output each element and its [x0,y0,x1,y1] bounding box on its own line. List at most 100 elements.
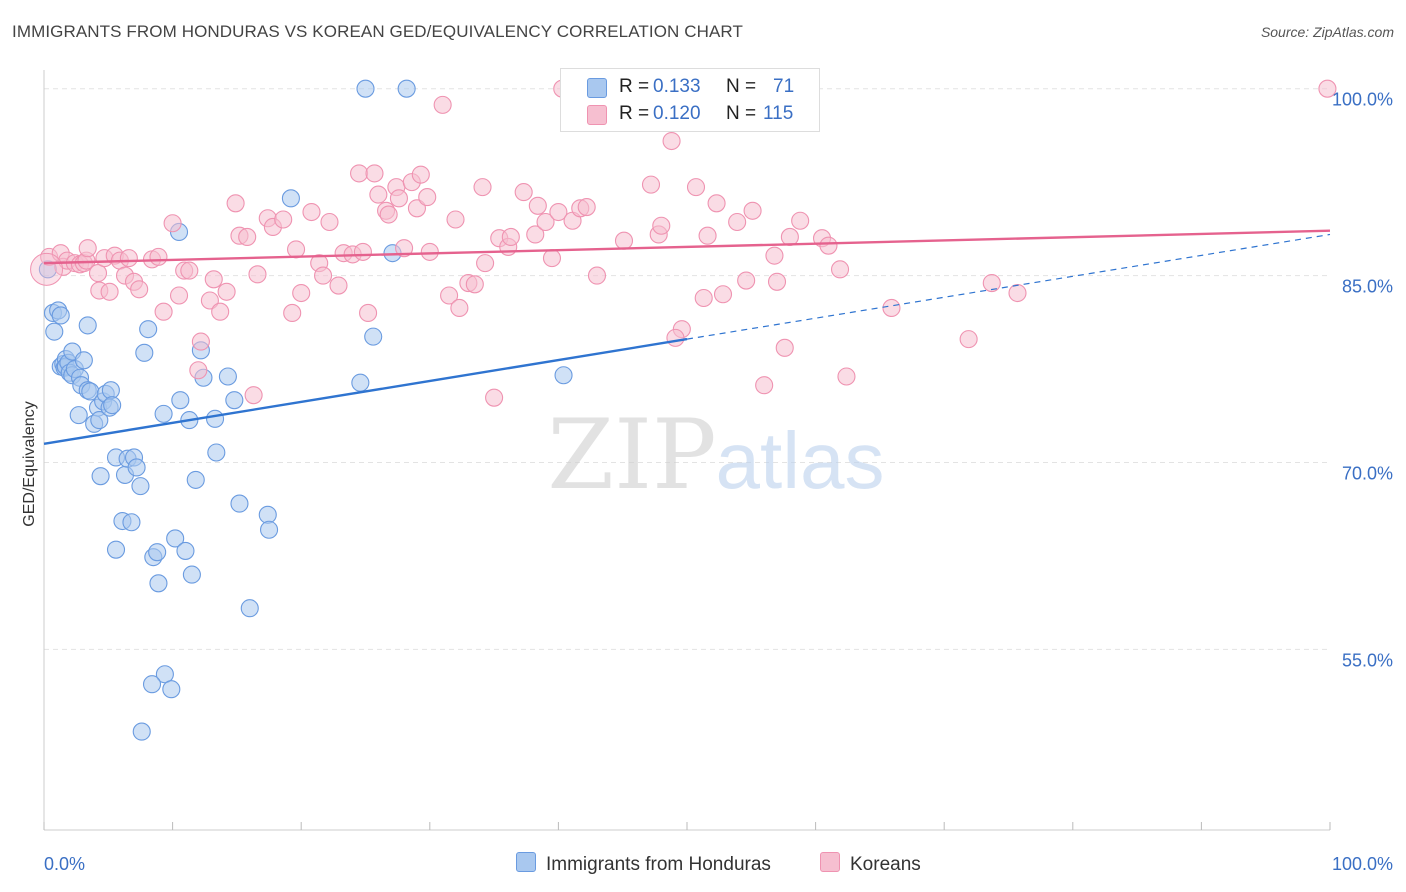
koreans-point [728,212,747,232]
koreans-point [536,212,555,232]
koreans-point [163,214,182,233]
koreans-point [641,175,661,194]
koreans-point [226,194,245,213]
koreans-point [694,288,713,308]
koreans-point [767,272,787,291]
honduras-point [154,404,173,423]
koreans-point [420,242,439,261]
koreans-point [791,211,810,230]
koreans-point [314,266,333,285]
koreans-point [549,202,568,222]
honduras-point [182,565,201,584]
honduras-point [51,306,70,325]
koreans-point [743,201,762,220]
koreans-point [211,302,230,321]
honduras-trend-line [43,337,688,445]
koreans-point [154,302,173,321]
honduras-point [356,79,375,98]
koreans-point [350,164,369,183]
series-koreans-points [30,79,1337,407]
x-tick-label: 0.0% [44,854,85,874]
koreans-point [238,227,257,247]
honduras-point [397,79,416,98]
honduras-point [225,391,244,410]
koreans-point [614,231,634,250]
honduras-point [132,722,151,741]
honduras-point [554,366,573,385]
koreans-point [830,260,850,279]
koreans-point [365,164,384,183]
honduras-point [103,396,122,415]
honduras-point [351,373,370,392]
koreans-point [287,240,306,259]
legend-item-koreans[interactable]: Koreans [820,852,921,876]
honduras-point [171,391,190,410]
honduras-point [122,513,141,532]
honduras-point [91,467,110,486]
honduras-point [69,406,88,425]
y-tick-label: 100.0% [1332,90,1393,110]
koreans-point [389,189,408,208]
honduras-point [162,680,181,699]
koreans-point [395,239,414,258]
watermark-zip: ZIP [547,399,716,511]
series-honduras-points [38,79,573,741]
koreans-point [191,332,210,351]
stats-row-koreans: R = 0.120 N = 115 [561,101,819,127]
axes [43,70,1331,831]
koreans-point [283,303,302,323]
koreans-point [200,291,219,310]
n-label: N = [726,76,757,97]
koreans-point [959,330,978,349]
honduras-point [259,520,279,539]
honduras-point [139,320,158,339]
koreans-point [528,196,547,215]
koreans-point [501,227,520,247]
koreans-point [707,194,726,213]
koreans-point [737,271,756,290]
koreans-point [217,282,236,301]
honduras-point [106,540,126,559]
koreans-point [577,197,596,217]
honduras-swatch [587,78,607,98]
n-value: 71 [773,76,795,97]
koreans-point [587,266,607,285]
grid-lines [44,88,1330,650]
koreans-point [666,328,685,347]
koreans-point [353,242,372,261]
koreans-point [713,285,733,304]
koreans-point [302,202,321,222]
honduras-point [149,574,168,593]
honduras-point [258,505,277,524]
legend-item-honduras[interactable]: Immigrants from Honduras [516,852,771,876]
koreans-point [514,183,533,202]
y-tick-label: 70.0% [1342,463,1393,483]
koreans-point [433,95,452,114]
watermark-atlas: atlas [716,416,885,505]
honduras-point [240,599,259,618]
honduras-point [90,411,109,430]
stats-legend: R = 0.133 N = 71 R = 0.120 N = 115 [560,68,820,132]
koreans-point [244,386,263,405]
koreans-point [780,227,799,247]
honduras-point [135,343,154,362]
honduras-point [131,477,150,496]
honduras-point [155,665,174,684]
koreans-point [411,165,430,184]
koreans-point [149,247,168,266]
koreans-point [686,178,706,197]
koreans-point [369,185,388,204]
honduras-trend-extension [686,233,1331,340]
koreans-point [320,212,339,232]
koreans-point [476,254,495,273]
honduras-point [205,409,225,428]
koreans-point [1008,283,1027,303]
honduras-point [218,367,237,386]
koreans-point [418,188,437,207]
tick-labels: 100.0% 85.0% 70.0% 55.0% 0.0% 100.0% [44,90,1393,874]
koreans-point [180,261,199,280]
honduras-point [186,470,205,489]
honduras-point [127,458,146,477]
koreans-point [292,283,311,303]
